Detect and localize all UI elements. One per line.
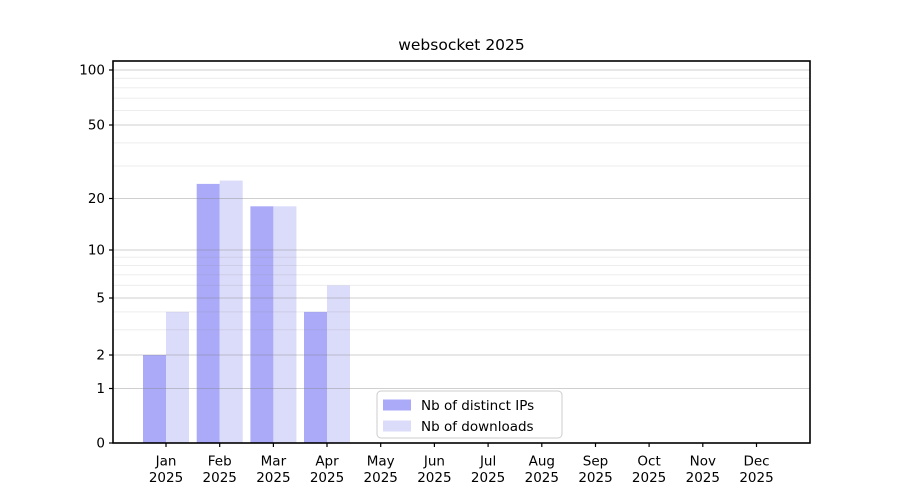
x-tick-label-feb: Feb 2025: [203, 454, 237, 487]
legend-box: [376, 390, 563, 439]
y-tick-label-0: 0: [96, 436, 105, 452]
y-tick-label-5: 5: [96, 291, 105, 307]
bars-group: [143, 180, 350, 443]
legend: Nb of distinct IPs Nb of downloads: [376, 390, 563, 439]
legend-swatch-distinct-ips: [383, 399, 411, 411]
x-tick-label-mar: Mar 2025: [256, 454, 290, 487]
gridlines-group: [113, 69, 810, 389]
x-tick-label-may: May 2025: [364, 454, 398, 487]
bar-nb-of-downloads-feb: [219, 180, 243, 443]
x-tick-label-jul: Jul 2025: [471, 454, 505, 487]
y-tick-label-20: 20: [88, 191, 105, 207]
y-tick-label-50: 50: [88, 118, 105, 134]
x-tick-label-oct: Oct 2025: [632, 454, 666, 487]
x-tick-label-dec: Dec 2025: [739, 454, 773, 487]
x-axis-ticks: Jan 2025 Feb 2025 Mar 2025 Apr 2025 May 2025 Jun 20…: [149, 443, 774, 486]
y-tick-label-10: 10: [88, 243, 105, 259]
legend-swatch-downloads: [383, 420, 411, 432]
x-tick-label-jun: Jun 2025: [417, 454, 451, 487]
plot-border: [112, 60, 811, 444]
y-tick-label-2: 2: [96, 348, 105, 364]
y-tick-label-1: 1: [96, 381, 105, 397]
bar-nb-of-distinct-ips-feb: [196, 183, 220, 443]
x-tick-label-apr: Apr 2025: [310, 454, 344, 487]
bar-nb-of-downloads-jan: [166, 311, 189, 443]
bar-nb-of-distinct-ips-mar: [250, 206, 274, 443]
x-tick-label-jan: Jan 2025: [149, 454, 183, 487]
legend-label-distinct-ips: Nb of distinct IPs: [421, 398, 534, 414]
x-tick-label-aug: Aug 2025: [525, 454, 559, 487]
y-axis-ticks: 0 1 2 5 10 20 50 100: [79, 63, 113, 452]
bar-nb-of-distinct-ips-apr: [304, 311, 327, 443]
y-tick-label-100: 100: [79, 63, 105, 79]
bar-nb-of-distinct-ips-jan: [143, 355, 166, 443]
legend-label-downloads: Nb of downloads: [421, 419, 534, 435]
bar-nb-of-downloads-mar: [273, 206, 297, 443]
chart-title: websocket 2025: [398, 36, 525, 54]
x-tick-label-nov: Nov 2025: [686, 454, 720, 487]
bar-nb-of-downloads-apr: [327, 285, 350, 443]
x-tick-label-sep: Sep 2025: [578, 454, 612, 487]
